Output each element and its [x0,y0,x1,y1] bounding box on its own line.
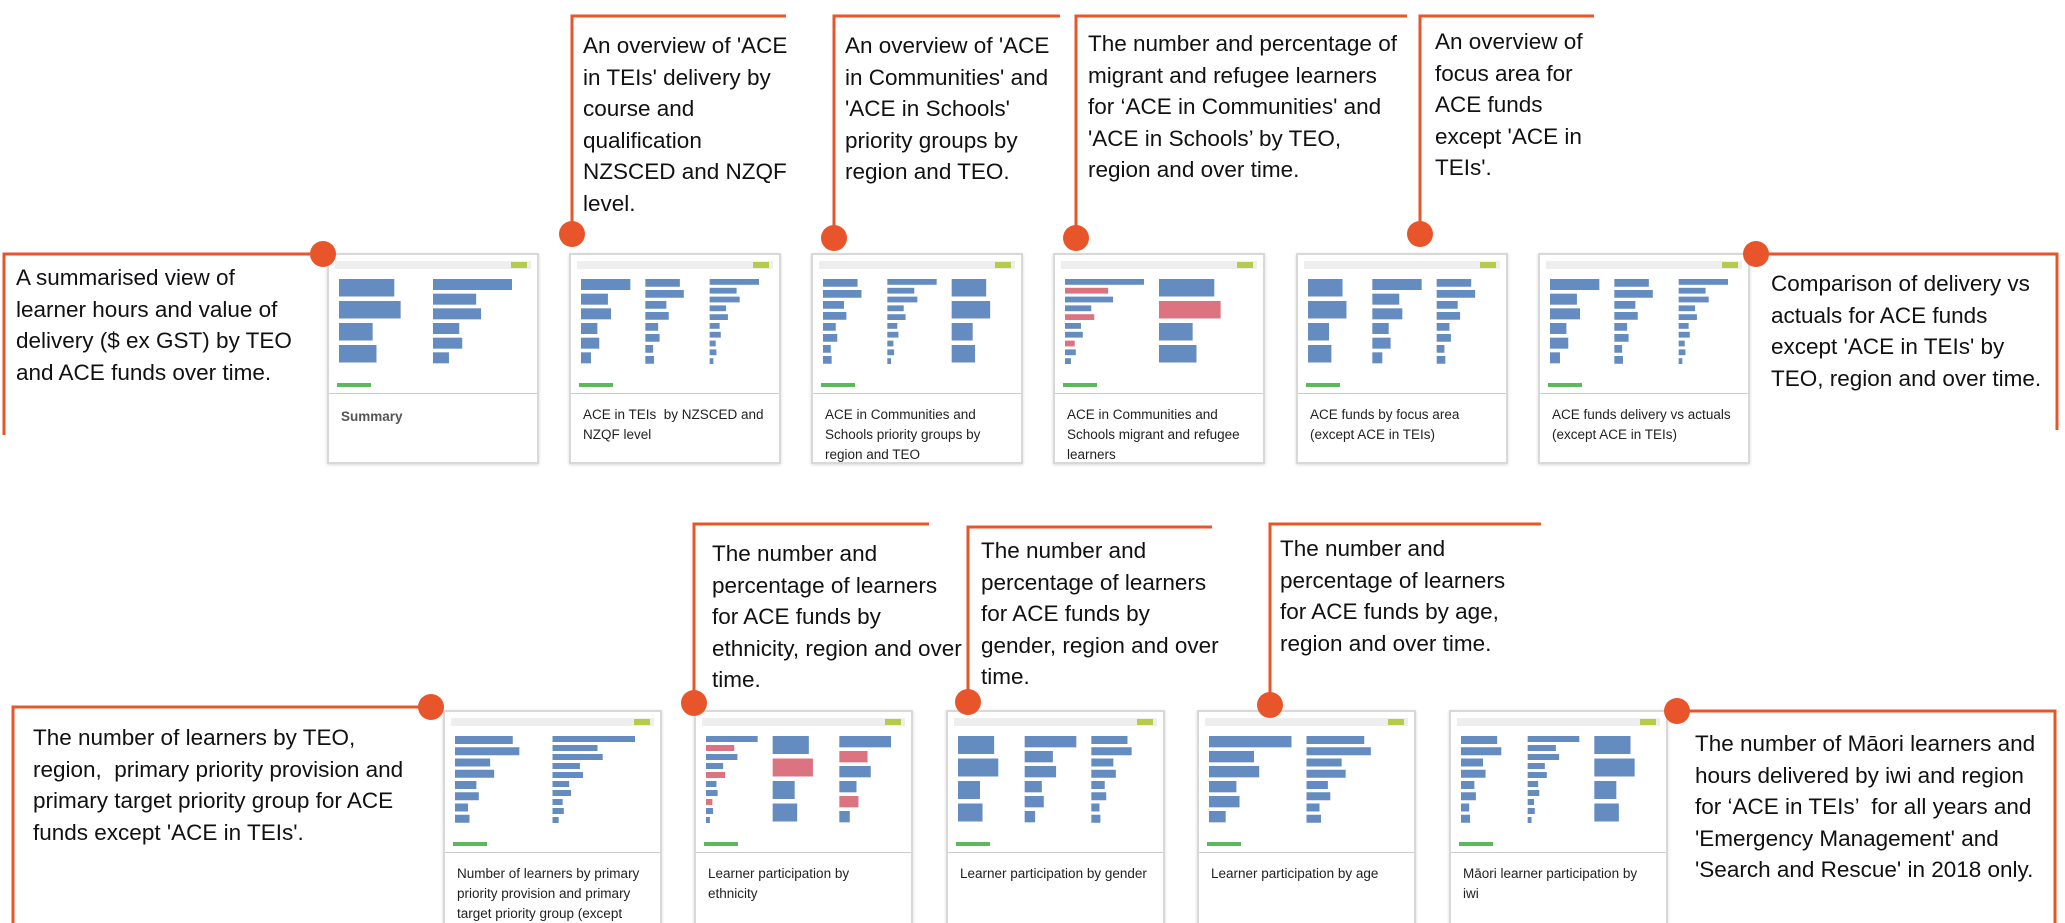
callout-line [572,16,786,234]
callout-dot [1743,241,1769,267]
callout-line [1420,16,1594,234]
callout-line [834,16,1060,238]
callout-dot [955,689,981,715]
callout-dot [1063,225,1089,251]
callout-line [1270,524,1541,705]
callout-line [1756,254,2057,430]
callout-dot [681,690,707,716]
callout-dot [310,241,336,267]
callout-dot [1664,698,1690,724]
callout-dot [1407,221,1433,247]
callout-dot [418,694,444,720]
callout-dot [1257,692,1283,718]
callout-line [13,707,431,923]
callout-line [1677,711,2055,923]
page: A summarised view of learner hours and v… [0,0,2065,923]
callout-dot [559,221,585,247]
callout-lines [0,0,2065,923]
callout-line [1076,16,1407,238]
callout-dot [821,225,847,251]
callout-line [4,254,323,435]
callout-line [968,527,1212,702]
callout-line [694,524,929,703]
